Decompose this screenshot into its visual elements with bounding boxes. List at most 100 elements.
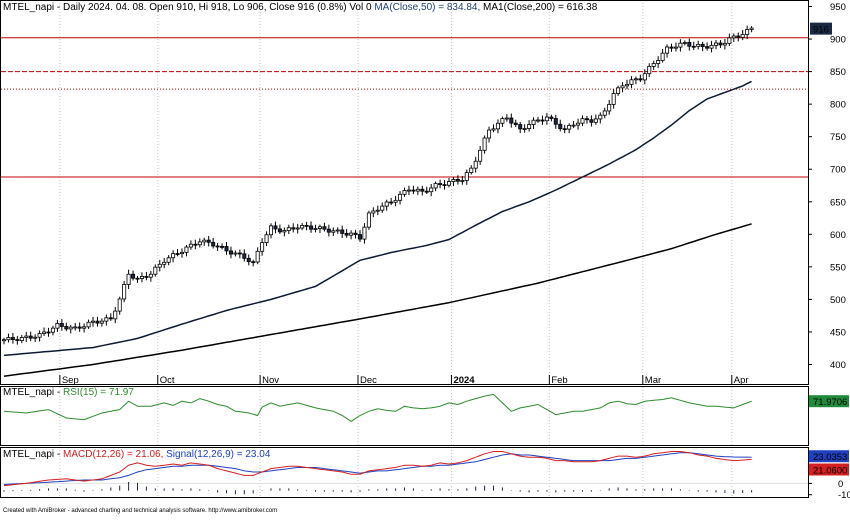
candle-body [504, 117, 509, 120]
candle-body [438, 183, 443, 185]
candle-body [82, 326, 87, 329]
candle-body [424, 190, 429, 193]
last-price-badge-text: 916 [813, 25, 829, 36]
candle-body [442, 184, 447, 186]
candle-body [362, 226, 367, 240]
candle-body [705, 46, 710, 49]
candle-body [576, 122, 581, 126]
date-axis-label: Feb [551, 375, 567, 386]
candle-body [718, 42, 723, 46]
candle-body [33, 336, 38, 339]
candle-body [77, 326, 82, 329]
macd-axis-tick-label: -10 [838, 490, 850, 501]
candle-body [567, 125, 572, 130]
price-axis-tick-label: 950 [830, 2, 846, 13]
candle-body [153, 266, 158, 275]
candle-body [157, 263, 162, 268]
candle-body [620, 85, 625, 89]
candle-body [331, 230, 336, 233]
candle-body [206, 239, 211, 243]
candle-body [313, 228, 318, 230]
footer-credit: Created with AmiBroker - advanced charti… [3, 508, 277, 514]
candle-body [317, 226, 322, 229]
candle-body [37, 333, 42, 338]
ma50-line [3, 80, 752, 357]
candle-body [745, 29, 750, 35]
candle-body [24, 335, 29, 338]
candle-body [736, 35, 741, 38]
candle-body [464, 172, 469, 181]
price-axis-tick-label: 800 [830, 100, 846, 111]
candle-body [357, 234, 362, 240]
macd-axis-tick-label: 0 [838, 479, 843, 490]
candle-body [540, 119, 545, 122]
candle-body [184, 246, 189, 253]
candle-body [696, 43, 701, 47]
candle-body [544, 116, 549, 122]
candle-body [246, 257, 251, 263]
candle-body [366, 212, 371, 228]
date-axis-label: Oct [160, 375, 175, 386]
date-axis-label: Sep [62, 375, 79, 386]
candle-body [171, 253, 176, 259]
candle-body [6, 337, 11, 341]
candle-body [589, 119, 594, 123]
date-axis-label: Mar [645, 375, 661, 386]
candle-body [389, 201, 394, 204]
candle-body [211, 241, 216, 247]
candle-body [451, 179, 456, 182]
candle-body [527, 124, 532, 129]
candle-body [727, 37, 732, 44]
candle-body [273, 225, 278, 230]
candle-body [518, 124, 523, 130]
candle-body [117, 298, 122, 312]
candle-body [531, 119, 536, 125]
candle-body [55, 323, 60, 329]
macd-value-badge [809, 463, 849, 476]
candle-body [202, 239, 207, 243]
candle-body [42, 331, 47, 334]
candle-body [616, 87, 621, 94]
price-axis-tick-label: 500 [830, 295, 846, 306]
candle-body [714, 42, 719, 46]
date-axis-label: Nov [262, 375, 279, 386]
signal-value-badge [809, 450, 849, 463]
candle-body [491, 128, 496, 131]
pane-frame [0, 0, 809, 385]
candle-body [522, 128, 527, 130]
candle-body [433, 183, 438, 189]
candle-body [104, 317, 109, 322]
candle-body [482, 137, 487, 151]
price-axis-tick-label: 550 [830, 262, 846, 273]
price-axis-tick-label: 700 [830, 165, 846, 176]
candle-body [99, 320, 104, 324]
candle-body [50, 327, 55, 333]
candle-body [340, 229, 345, 234]
candle-body [647, 65, 652, 75]
candle-body [398, 193, 403, 201]
date-axis-label: Apr [734, 375, 749, 386]
candle-body [673, 46, 678, 49]
candle-body [469, 167, 474, 174]
candle-body [473, 160, 478, 169]
candle-body [286, 227, 291, 231]
candle-body [682, 42, 687, 44]
candle-body [446, 181, 451, 186]
candle-body [375, 209, 380, 212]
candle-body [495, 122, 500, 130]
candle-body [15, 339, 20, 341]
candle-body [633, 78, 638, 81]
candle-body [2, 339, 7, 342]
rsi-value-badge-text: 71.9706 [813, 397, 847, 408]
candle-body [584, 118, 589, 121]
candle-body [562, 128, 567, 131]
header-segment: MA(Close,50) = 834.84, [374, 2, 483, 13]
candle-body [411, 189, 416, 192]
macd-value-badge-text: 21.0600 [813, 466, 847, 477]
ma200-line [3, 223, 752, 377]
candle-body [86, 321, 91, 328]
candle-body [571, 124, 576, 127]
candle-body [326, 228, 331, 233]
